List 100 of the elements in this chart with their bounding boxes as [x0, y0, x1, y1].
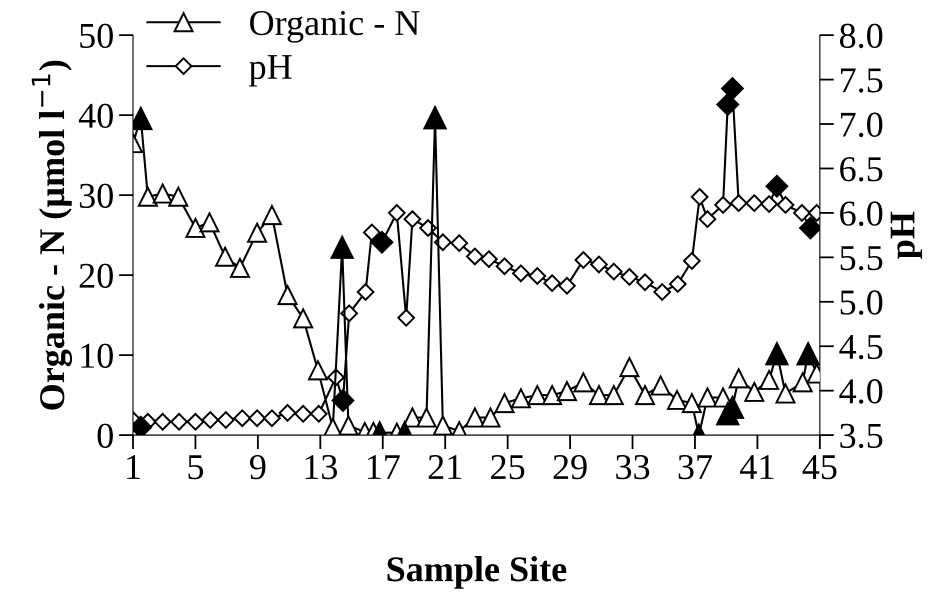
- point: [730, 194, 748, 212]
- point: [263, 409, 281, 428]
- point: [293, 308, 314, 328]
- point: [690, 188, 708, 206]
- point: [604, 385, 624, 406]
- point: [294, 404, 312, 423]
- point: [714, 196, 732, 214]
- point: [667, 390, 688, 410]
- point: [496, 257, 514, 276]
- point: [588, 385, 609, 406]
- point: [432, 416, 453, 436]
- point: [247, 222, 268, 243]
- point: [480, 250, 498, 268]
- y2-tick-label: 5.0: [840, 290, 882, 315]
- point: [760, 195, 778, 213]
- y2-tick-label: 8.0: [840, 24, 882, 48]
- point: [668, 275, 687, 293]
- point: [527, 385, 548, 406]
- y-axis-title: Organic - N (µmol l$^{−1}$): [32, 60, 72, 410]
- point: [340, 304, 358, 322]
- x-tick-label: 5: [188, 455, 204, 480]
- point: [233, 409, 252, 428]
- x-tick-label: 45: [802, 455, 836, 480]
- x-tick-label: 33: [616, 455, 650, 480]
- point: [199, 212, 220, 232]
- x-tick-label: 1: [127, 455, 140, 479]
- y2-tick-label: 7.0: [840, 112, 882, 138]
- point: [542, 385, 562, 406]
- y2-tick-label: 7.5: [840, 68, 882, 93]
- point: [466, 248, 484, 266]
- y2-tick-label: 6.5: [840, 157, 882, 182]
- point: [215, 246, 236, 267]
- point: [682, 393, 702, 414]
- point: [217, 411, 235, 429]
- point: [720, 76, 744, 100]
- point: [512, 264, 530, 282]
- x-tick-label: 21: [428, 455, 462, 479]
- point: [728, 368, 749, 388]
- point: [653, 283, 672, 301]
- point: [558, 276, 576, 295]
- point: [573, 372, 594, 392]
- point: [556, 381, 577, 402]
- point: [793, 204, 811, 222]
- point: [230, 258, 250, 278]
- y2-tick-label: 4.0: [839, 379, 882, 404]
- y2-tick-label: 5.5: [840, 246, 882, 270]
- x-tick-label: 37: [678, 455, 712, 480]
- point: [338, 416, 358, 436]
- point: [416, 408, 436, 428]
- point: [510, 388, 531, 408]
- point: [308, 360, 328, 380]
- point: [636, 273, 654, 292]
- point: [759, 370, 780, 390]
- y-tick-label: 0: [98, 424, 113, 448]
- point: [186, 412, 204, 431]
- point: [168, 186, 188, 207]
- point: [765, 174, 788, 198]
- y2-axis-title: pH: [890, 212, 922, 259]
- legend-label: pH: [249, 55, 292, 86]
- point: [635, 385, 656, 406]
- x-axis-title: Sample Site: [388, 556, 566, 589]
- y-tick-label: 30: [80, 184, 113, 208]
- point: [590, 256, 608, 274]
- x-tick-label: 9: [250, 455, 266, 480]
- point: [370, 230, 394, 254]
- legend-label: Organic - N: [250, 10, 420, 43]
- x-tick-label: 29: [554, 455, 587, 480]
- point: [154, 412, 172, 431]
- point: [201, 411, 220, 429]
- point: [744, 382, 764, 402]
- point: [604, 262, 623, 280]
- y-tick-label: 40: [78, 104, 113, 128]
- point: [776, 384, 796, 404]
- point: [697, 388, 718, 408]
- point: [480, 408, 500, 428]
- point: [278, 285, 298, 306]
- point: [698, 210, 716, 228]
- point: [185, 218, 206, 238]
- y-tick-label: 50: [80, 24, 113, 48]
- x-tick-label: 25: [491, 455, 524, 480]
- point: [138, 186, 158, 207]
- x-tick-label: 41: [740, 455, 774, 479]
- point: [776, 196, 794, 214]
- point: [310, 404, 328, 423]
- point: [278, 404, 296, 422]
- x-tick-label: 17: [368, 455, 400, 479]
- y2-tick-label: 4.5: [839, 334, 882, 360]
- point: [262, 205, 282, 226]
- point: [388, 204, 406, 222]
- point: [543, 274, 561, 292]
- point: [248, 409, 266, 428]
- point: [619, 357, 640, 378]
- point: [574, 251, 592, 269]
- point: [152, 184, 173, 204]
- point: [792, 372, 813, 392]
- point: [450, 234, 468, 252]
- point: [494, 393, 515, 414]
- point: [683, 252, 701, 270]
- point: [528, 267, 546, 285]
- point: [620, 268, 638, 286]
